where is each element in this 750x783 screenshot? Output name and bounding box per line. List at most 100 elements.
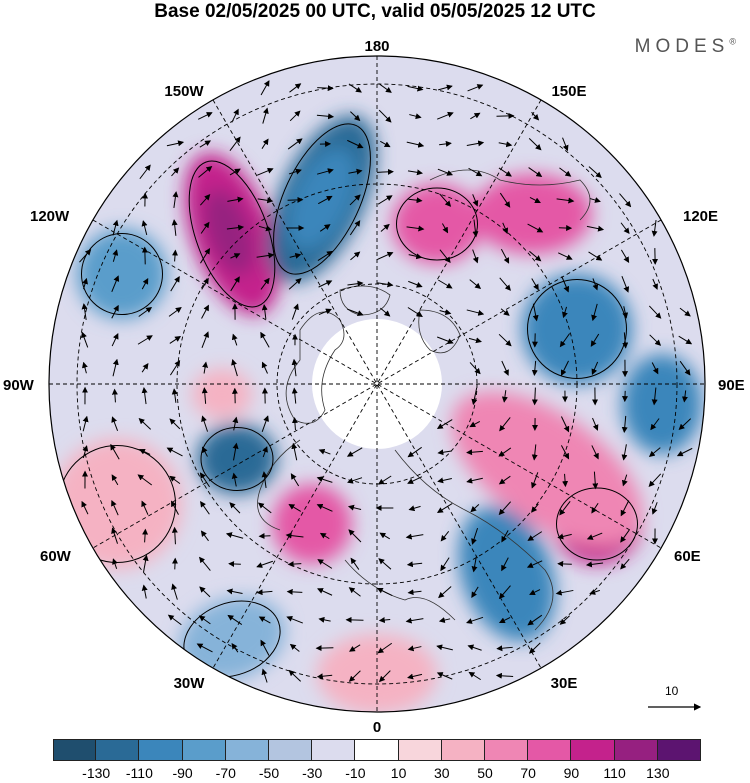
wind-vector-81 xyxy=(527,223,544,233)
wind-vector-101 xyxy=(529,250,542,262)
wind-vector-309 xyxy=(620,558,630,570)
wind-vector-293 xyxy=(142,554,149,573)
wind-vector-264 xyxy=(408,505,421,512)
wind-vector-219 xyxy=(262,446,268,458)
wind-vector-317 xyxy=(348,587,361,597)
wind-vector-103 xyxy=(588,251,603,261)
wind-vector-43 xyxy=(407,169,423,176)
wind-vector-347 xyxy=(407,645,422,652)
wind-vector-200 xyxy=(201,415,209,432)
wind-vector-138 xyxy=(439,309,452,316)
wind-vector-251 xyxy=(621,474,628,487)
wind-vector-9 xyxy=(231,108,239,123)
wind-vector-58 xyxy=(377,195,393,205)
wind-vector-65 xyxy=(589,197,601,203)
wind-vector-227 xyxy=(531,444,538,461)
wind-vector-51 xyxy=(172,191,179,209)
meridian-60 xyxy=(212,99,542,669)
wind-vector-20 xyxy=(166,140,185,147)
wind-vector-14 xyxy=(378,109,392,123)
wind-vector-310 xyxy=(141,584,148,599)
wind-vector-167 xyxy=(169,360,181,376)
anomaly-blob-11 xyxy=(272,484,352,564)
wind-vector-331 xyxy=(318,616,331,623)
colorbar-tick-10: 70 xyxy=(520,765,536,781)
colorbar-tick-6: -10 xyxy=(345,765,366,781)
wind-vector-290 xyxy=(620,529,630,543)
wind-vector-224 xyxy=(437,449,452,456)
wind-vector-129 xyxy=(168,307,182,317)
lon-label-120w: 120W xyxy=(30,208,70,225)
wind-vector-99 xyxy=(472,249,479,264)
wind-vector-260 xyxy=(288,504,302,512)
wind-vector-96 xyxy=(377,251,394,260)
wind-vector-12 xyxy=(316,113,335,120)
wind-vector-238 xyxy=(231,472,238,487)
wind-vector-115 xyxy=(347,280,364,287)
map-border xyxy=(48,55,706,713)
wind-vector-202 xyxy=(261,415,269,432)
wind-vector-353 xyxy=(288,669,302,682)
wind-vector-184 xyxy=(201,387,208,404)
wind-vector-336 xyxy=(466,616,484,624)
wind-vector-324 xyxy=(555,589,574,596)
wind-vector-205 xyxy=(469,420,481,428)
contour-14 xyxy=(556,487,638,561)
lon-label-90w: 90W xyxy=(3,377,35,394)
wind-vector-139 xyxy=(466,309,485,316)
lon-label-0: 0 xyxy=(373,719,381,736)
wind-vector-117 xyxy=(408,280,423,288)
wind-vector-349 xyxy=(467,644,482,651)
wind-vector-104 xyxy=(620,249,630,263)
wind-vector-231 xyxy=(648,447,661,457)
wind-vector-83 xyxy=(586,225,605,232)
wind-vector-276 xyxy=(200,530,209,542)
anomaly-blob-6 xyxy=(522,274,632,384)
wind-vector-258 xyxy=(229,502,241,514)
wind-vector-297 xyxy=(256,560,274,568)
wind-vector-137 xyxy=(407,307,423,318)
wind-vector-214 xyxy=(110,443,120,460)
wind-vector-145 xyxy=(648,305,662,319)
wind-vector-94 xyxy=(317,250,333,261)
wind-vector-272 xyxy=(651,502,658,515)
wind-vector-306 xyxy=(526,560,543,568)
wind-vector-0 xyxy=(260,80,270,96)
wind-vector-287 xyxy=(527,531,543,541)
wind-vector-239 xyxy=(261,471,268,489)
brand-mark: ® xyxy=(729,36,736,47)
contour-2 xyxy=(273,123,371,275)
wind-vector-149 xyxy=(137,335,153,345)
colorbar-swatch-13 xyxy=(614,739,658,761)
wind-vector-187 xyxy=(291,387,298,404)
wind-vector-6 xyxy=(438,84,453,91)
meridian-30 xyxy=(92,219,662,549)
wind-vector-56 xyxy=(317,195,333,205)
wind-vector-288 xyxy=(557,533,572,540)
wind-vector-265 xyxy=(436,503,453,513)
contour-4 xyxy=(396,187,478,261)
wind-vector-164 xyxy=(81,361,88,374)
wind-vector-178 xyxy=(651,362,659,375)
wind-vector-128 xyxy=(138,306,153,317)
wind-vector-320 xyxy=(438,586,452,599)
wind-vector-114 xyxy=(318,280,333,288)
wind-vector-284 xyxy=(440,530,450,542)
wind-vector-354 xyxy=(316,673,333,680)
wind-vector-343 xyxy=(289,643,300,652)
wind-vector-124 xyxy=(621,275,630,293)
wind-vector-92 xyxy=(256,252,275,259)
colorbar-tick-labels: -130 -110 -90 -70 -50 -30 -10 10 30 50 70 90 110 130 xyxy=(0,765,750,783)
colorbar-swatch-12 xyxy=(571,739,615,761)
wind-vector-229 xyxy=(591,445,599,460)
wind-vector-266 xyxy=(470,504,480,513)
wind-vector-168 xyxy=(202,361,209,374)
wind-vector-305 xyxy=(501,557,509,572)
graticule xyxy=(49,56,705,712)
wind-vectors xyxy=(79,80,693,683)
wind-vector-359 xyxy=(468,671,481,681)
wind-vector-87 xyxy=(112,249,119,262)
wind-vector-130 xyxy=(201,304,209,319)
colorbar-frame xyxy=(53,739,701,761)
wind-vector-181 xyxy=(111,388,118,403)
